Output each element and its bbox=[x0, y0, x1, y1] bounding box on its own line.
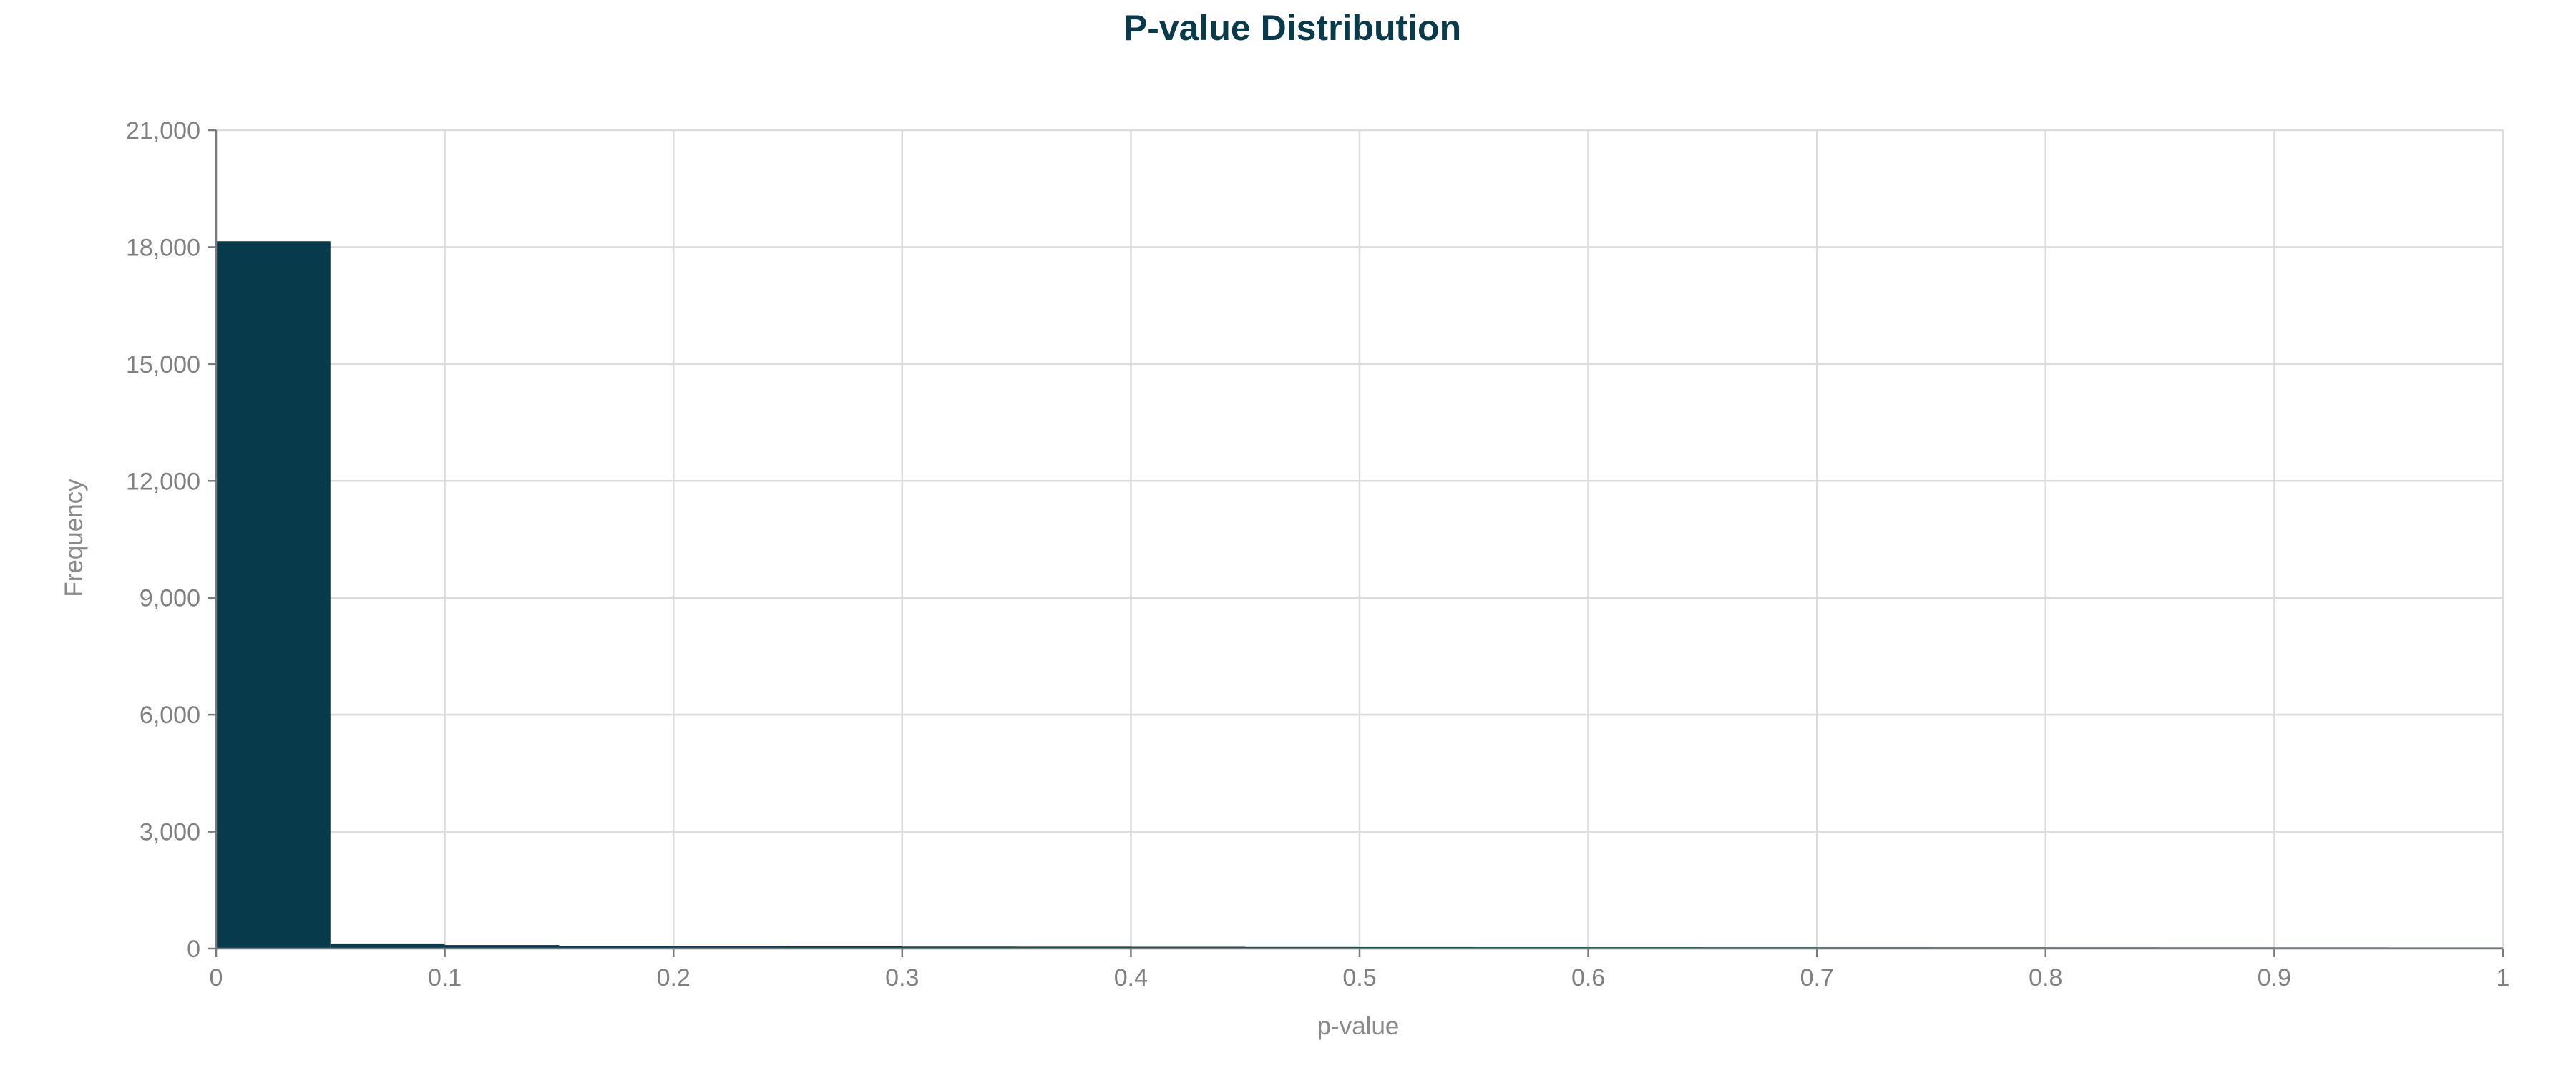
y-tick-label: 15,000 bbox=[126, 351, 200, 378]
y-axis-title: Frequency bbox=[60, 479, 88, 597]
histogram-bar bbox=[216, 241, 331, 949]
y-tick-label: 18,000 bbox=[126, 234, 200, 261]
x-tick-label: 0.2 bbox=[657, 964, 691, 991]
x-tick-label: 0.4 bbox=[1114, 964, 1148, 991]
x-axis-ticks: 0 0.1 0.2 0.3 0.4 0.5 0.6 0.7 0.8 0.9 1 bbox=[210, 949, 2510, 991]
histogram-bar bbox=[1016, 946, 1131, 949]
x-tick-label: 0.3 bbox=[885, 964, 919, 991]
y-tick-label: 6,000 bbox=[140, 702, 200, 729]
x-tick-label: 0.9 bbox=[2258, 964, 2291, 991]
y-tick-label: 0 bbox=[187, 936, 200, 963]
histogram-bar bbox=[673, 946, 788, 949]
histogram-bar bbox=[330, 943, 445, 949]
y-tick-label: 3,000 bbox=[140, 819, 200, 846]
x-tick-label: 1 bbox=[2497, 964, 2510, 991]
y-axis-ticks: 0 3,000 6,000 9,000 12,000 15,000 18,000 21,000 bbox=[126, 117, 216, 963]
x-axis-title: p-value bbox=[1317, 1012, 1400, 1040]
histogram-bar bbox=[444, 945, 560, 949]
y-tick-label: 9,000 bbox=[140, 585, 200, 612]
chart-title: P-value Distribution bbox=[1123, 8, 1461, 48]
x-tick-label: 0.5 bbox=[1342, 964, 1376, 991]
x-tick-label: 0.6 bbox=[1571, 964, 1605, 991]
histogram-bar bbox=[788, 946, 902, 949]
x-tick-label: 0.7 bbox=[1800, 964, 1834, 991]
histogram-bar bbox=[902, 946, 1017, 949]
grid-lines bbox=[216, 129, 2504, 949]
y-tick-label: 21,000 bbox=[126, 117, 200, 144]
x-tick-label: 0.8 bbox=[2029, 964, 2062, 991]
y-tick-label: 12,000 bbox=[126, 468, 200, 495]
histogram-bar bbox=[559, 946, 674, 949]
x-tick-label: 0 bbox=[210, 964, 223, 991]
x-tick-label: 0.1 bbox=[428, 964, 462, 991]
